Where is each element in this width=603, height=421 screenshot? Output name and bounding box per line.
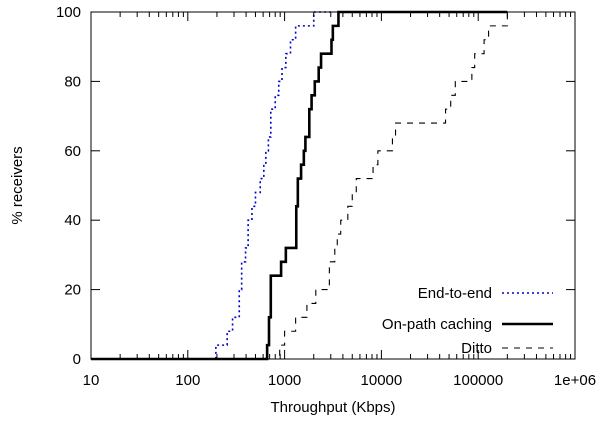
x-axis-title: Throughput (Kbps) — [270, 399, 395, 416]
x-tick-label: 1e+06 — [554, 372, 596, 389]
y-tick-label: 0 — [73, 351, 81, 368]
legend: End-to-end On-path caching Ditto — [382, 285, 553, 357]
axis-ticks — [90, 11, 576, 360]
x-tick-label: 10000 — [361, 372, 403, 389]
y-tick-label: 60 — [64, 143, 81, 160]
series-line-ditto — [91, 12, 508, 360]
legend-label-ditto: Ditto — [461, 340, 492, 357]
x-tick-label: 100 — [175, 372, 200, 389]
plot-lines — [91, 10, 508, 361]
legend-label-on-path-caching: On-path caching — [382, 316, 492, 333]
series-line-on-path-caching — [91, 10, 508, 361]
y-tick-label: 100 — [56, 4, 81, 21]
plot-frame — [90, 11, 576, 360]
x-tick-label: 10 — [83, 372, 100, 389]
y-tick-label: 80 — [64, 73, 81, 90]
axis-tick-labels: 10 100 1000 10000 100000 1e+06 0 20 40 60 80 100 — [56, 4, 596, 389]
y-tick-label: 40 — [64, 212, 81, 229]
x-tick-label: 1000 — [268, 372, 301, 389]
legend-label-end-to-end: End-to-end — [418, 285, 492, 302]
x-tick-label: 100000 — [453, 372, 503, 389]
series-line-end-to-end — [91, 11, 331, 360]
y-tick-label: 20 — [64, 282, 81, 299]
y-axis-title: % receivers — [9, 146, 26, 224]
